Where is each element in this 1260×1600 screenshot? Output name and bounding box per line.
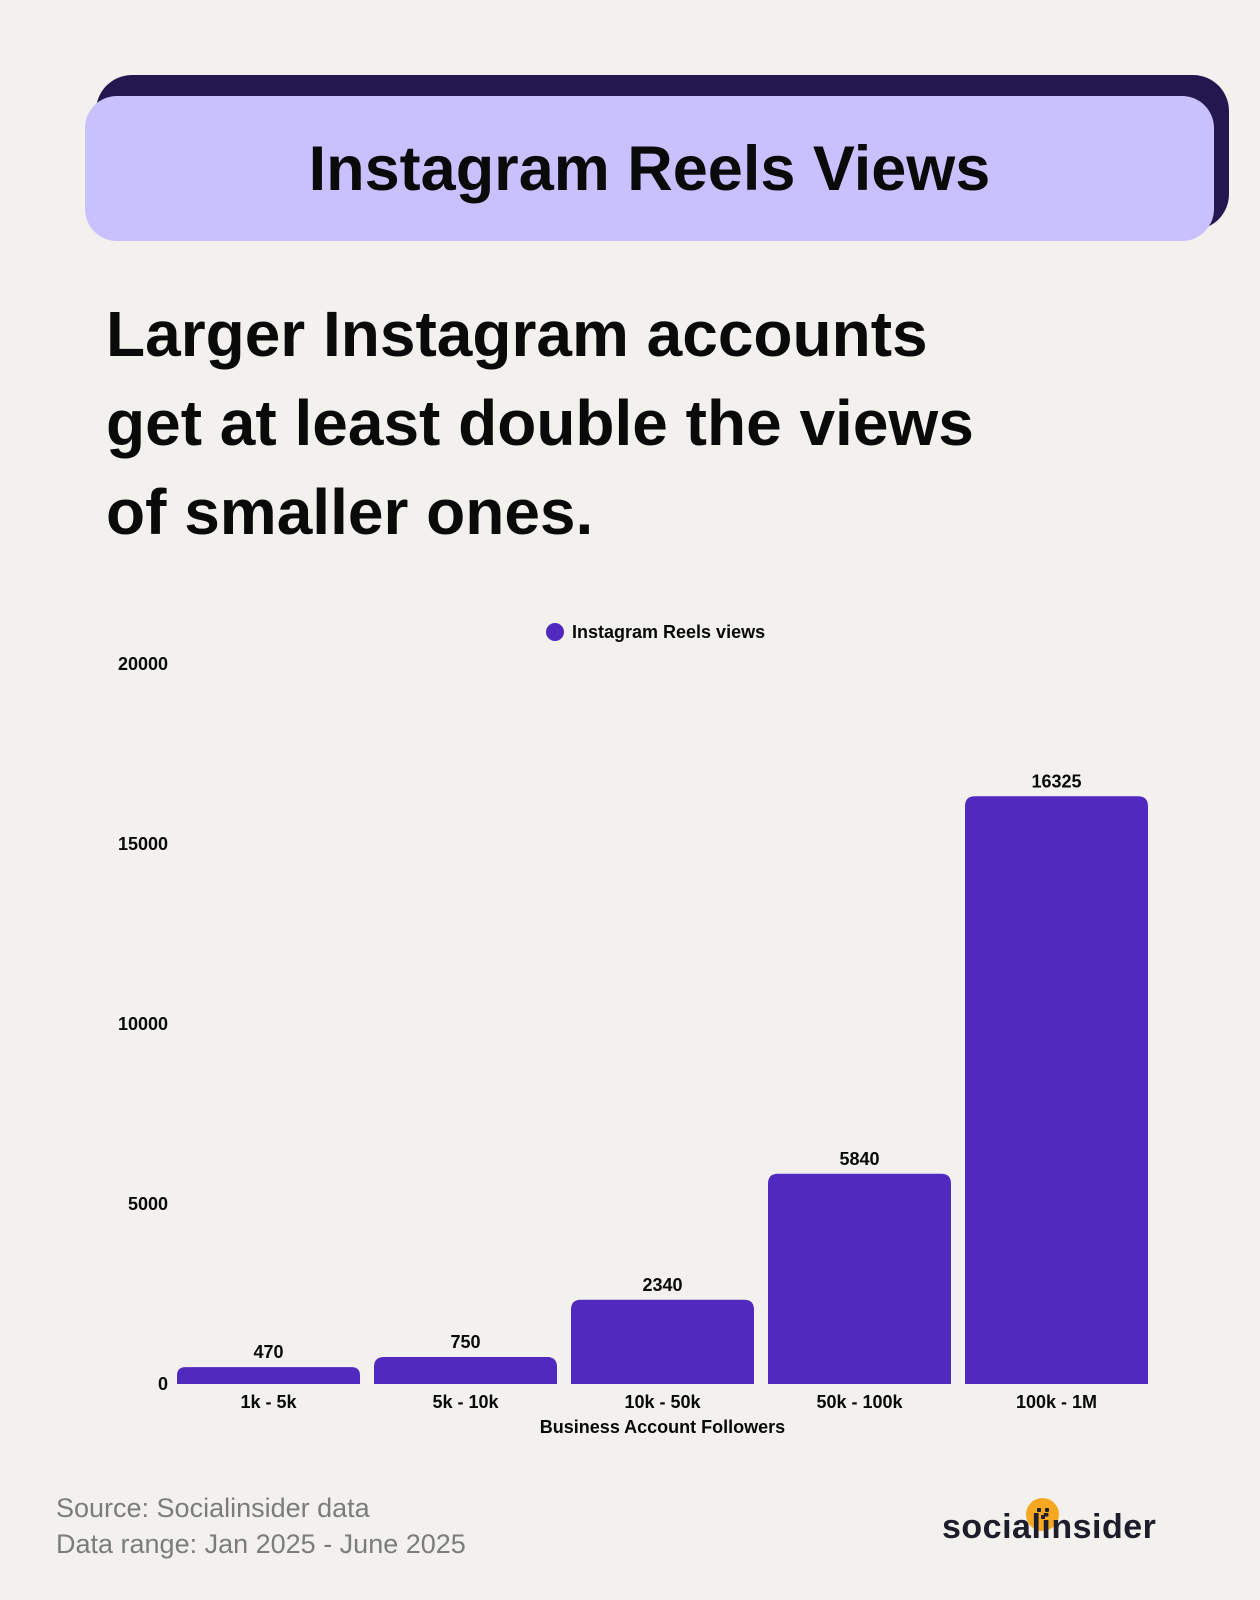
bar	[768, 1173, 951, 1384]
bar	[965, 796, 1148, 1384]
x-tick-label: 1k - 5k	[240, 1392, 297, 1412]
smiley-face-icon	[1026, 1498, 1059, 1531]
bar-value-label: 16325	[1031, 771, 1081, 791]
headline-line-2: get at least double the views	[106, 387, 974, 459]
bar-value-label: 470	[253, 1342, 283, 1362]
bar	[374, 1357, 557, 1384]
headline: Larger Instagram accounts get at least d…	[106, 290, 1186, 557]
y-tick-label: 10000	[118, 1014, 168, 1034]
brand-logo: socialinsider	[942, 1498, 1162, 1558]
page-title: Instagram Reels Views	[308, 133, 991, 204]
bar	[571, 1299, 754, 1384]
x-tick-label: 10k - 50k	[624, 1392, 701, 1412]
footer-source: Source: Socialinsider data Data range: J…	[56, 1490, 466, 1562]
x-axis-label: Business Account Followers	[540, 1417, 785, 1437]
headline-line-1: Larger Instagram accounts	[106, 298, 928, 370]
bar-value-label: 2340	[642, 1275, 682, 1295]
brand-name: socialinsider	[942, 1508, 1157, 1546]
source-text: Source: Socialinsider data	[56, 1493, 370, 1523]
x-tick-label: 50k - 100k	[816, 1392, 903, 1412]
y-tick-label: 0	[158, 1374, 168, 1394]
y-tick-label: 15000	[118, 834, 168, 854]
bar-value-label: 5840	[839, 1149, 879, 1169]
headline-line-3: of smaller ones.	[106, 476, 594, 548]
date-range-text: Data range: Jan 2025 - June 2025	[56, 1529, 466, 1559]
bar-chart: Instagram Reels views 0 5000 10000 15000 2000…	[118, 622, 1148, 1437]
x-tick-label: 100k - 1M	[1016, 1392, 1097, 1412]
legend-marker	[546, 623, 564, 641]
bar-value-label: 750	[450, 1332, 480, 1352]
y-tick-label: 20000	[118, 654, 168, 674]
bar	[177, 1367, 360, 1384]
x-tick-label: 5k - 10k	[432, 1392, 499, 1412]
y-tick-label: 5000	[128, 1194, 168, 1214]
title-banner: Instagram Reels Views	[85, 96, 1214, 241]
legend-label: Instagram Reels views	[572, 622, 765, 642]
